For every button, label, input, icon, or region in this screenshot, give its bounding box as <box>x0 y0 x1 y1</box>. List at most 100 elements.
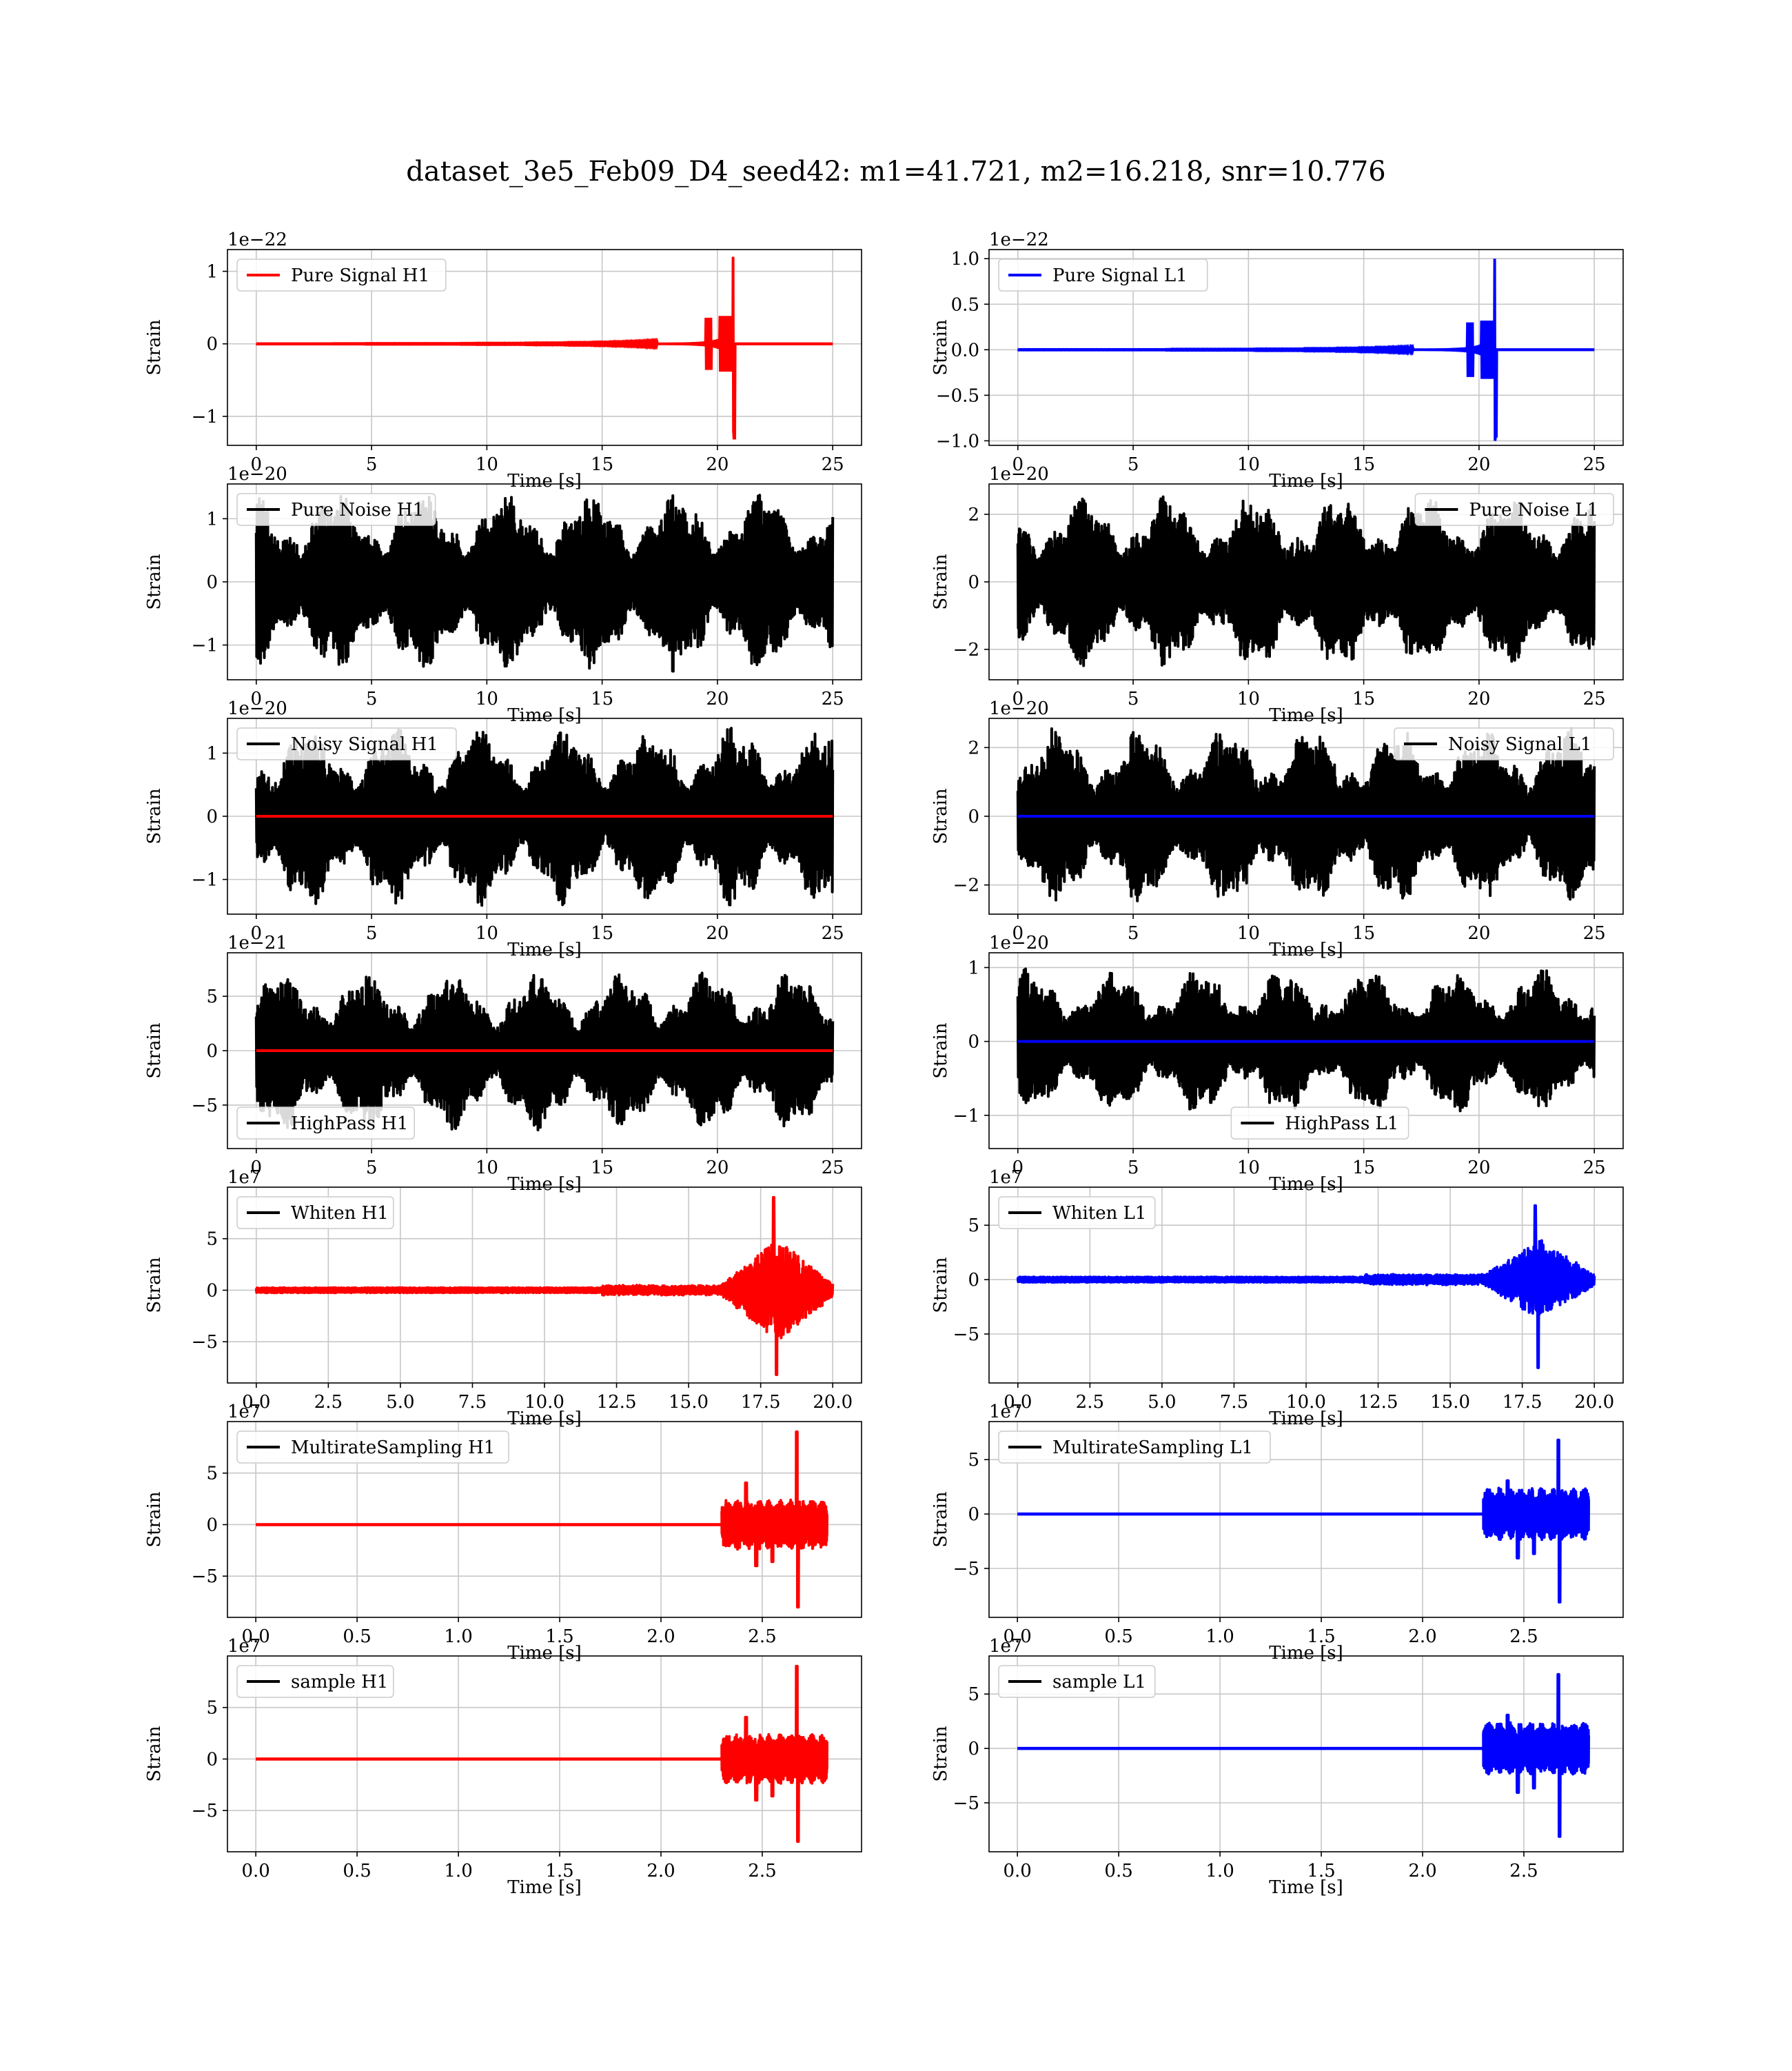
x-tick-label: 0 <box>251 923 263 944</box>
x-tick-label: 2.0 <box>646 1861 675 1881</box>
y-tick-label: −5 <box>192 1566 218 1587</box>
axes-frame <box>988 1655 1624 1852</box>
legend-label: Whiten L1 <box>1052 1203 1146 1224</box>
y-tick-label: 0 <box>968 807 979 827</box>
y-tick-label: −5 <box>192 1801 218 1821</box>
x-tick-label: 2.0 <box>1408 1861 1436 1881</box>
x-tick-label: 15 <box>591 689 613 709</box>
x-tick-label: 15.0 <box>1430 1392 1470 1413</box>
y-tick-label: 0 <box>206 1515 218 1535</box>
x-axis-label: Time [s] <box>1269 705 1343 726</box>
x-tick-label: 15 <box>1352 689 1375 709</box>
series-noise-r2c1 <box>1016 727 1596 902</box>
subplot-r0c0: 0 5 10 15 20 25 −1 0 1 1e−22 Time [s] Strain Pure Si… <box>144 230 862 492</box>
x-axis-label: Time [s] <box>1269 1408 1343 1429</box>
subplot-r3c1: 0 5 10 15 20 25 −1 0 1 1e−20 Time [s] Strain HighPas… <box>930 933 1624 1195</box>
series-group <box>1016 495 1596 667</box>
series-whiten-r4c0 <box>254 1195 835 1376</box>
y-tick-label: 5 <box>206 1229 218 1250</box>
y-tick-label: 0 <box>206 1749 218 1770</box>
x-tick-label: 5 <box>366 689 378 709</box>
legend: Pure Noise H1 <box>236 493 436 526</box>
x-axis-label: Time [s] <box>1269 940 1343 960</box>
y-tick-label: 0 <box>968 1270 979 1291</box>
y-tick-label: 1.0 <box>951 249 979 270</box>
legend-box <box>236 259 447 292</box>
legend-box <box>236 727 457 760</box>
legend-box <box>236 1107 415 1140</box>
legend-label: sample H1 <box>291 1672 388 1693</box>
legend-box <box>998 259 1208 292</box>
subplot-r2c0: 0 5 10 15 20 25 −1 0 1 1e−20 Time [s] Strain Noisy S… <box>144 698 862 960</box>
legend-label: HighPass L1 <box>1285 1113 1398 1134</box>
y-tick-label: 5 <box>206 1698 218 1719</box>
legend: Noisy Signal L1 <box>1394 727 1614 760</box>
x-axis-label: Time [s] <box>507 471 582 492</box>
series-group <box>256 1430 828 1609</box>
x-tick-label: 5 <box>1128 923 1139 944</box>
x-tick-label: 10 <box>1237 1158 1260 1178</box>
x-tick-label: 25 <box>1583 1158 1606 1178</box>
x-tick-label: 0 <box>251 689 263 709</box>
y-tick-label: −5 <box>953 1793 979 1814</box>
legend: Pure Noise L1 <box>1414 493 1614 526</box>
y-tick-label: 0 <box>968 1739 979 1759</box>
axes-frame <box>227 249 862 446</box>
y-tick-label: −5 <box>192 1095 218 1116</box>
y-axis-label: Strain <box>144 1726 165 1782</box>
y-axis-label: Strain <box>144 1022 165 1079</box>
axes-frame <box>227 1655 862 1852</box>
legend: Whiten L1 <box>998 1196 1156 1229</box>
x-tick-label: 10 <box>476 454 498 475</box>
y-tick-label: 1 <box>206 262 218 283</box>
legend: Whiten H1 <box>236 1196 394 1229</box>
series-multirate-r5c1 <box>1482 1438 1590 1604</box>
x-tick-label: 5 <box>1128 1158 1139 1178</box>
subplot-r6c1: 0.0 0.5 1.0 1.5 2.0 2.5 −5 0 5 1e7 Time [s] Strain s… <box>930 1636 1624 1898</box>
series-group <box>254 494 835 673</box>
legend: sample H1 <box>236 1665 394 1698</box>
x-tick-label: 17.5 <box>741 1392 781 1413</box>
x-tick-label: 0 <box>1012 1158 1024 1178</box>
legend-label: Pure Noise H1 <box>291 500 424 521</box>
axis-offset-text: 1e−20 <box>989 698 1049 719</box>
legend-label: Pure Signal H1 <box>291 265 429 286</box>
x-tick-label: 10 <box>1237 689 1260 709</box>
legend-label: Noisy Signal L1 <box>1448 734 1591 755</box>
axis-offset-text: 1e−20 <box>989 464 1049 485</box>
subplot-r4c1: 0.0 2.5 5.0 7.5 10.0 12.5 15.0 17.5 20.0 −5 0 5 1e7 T… <box>930 1167 1624 1429</box>
x-tick-label: 25 <box>822 689 844 709</box>
x-tick-label: 0.0 <box>242 1392 270 1413</box>
x-tick-label: 20 <box>706 1158 729 1178</box>
axis-offset-text: 1e7 <box>227 1402 261 1422</box>
legend-box <box>236 1431 509 1464</box>
y-tick-label: 5 <box>968 1450 979 1471</box>
x-tick-label: 10.0 <box>1286 1392 1326 1413</box>
x-tick-label: 7.5 <box>458 1392 487 1413</box>
series-group <box>255 256 833 440</box>
legend-label: MultirateSampling H1 <box>291 1437 495 1458</box>
x-tick-label: 20.0 <box>1574 1392 1614 1413</box>
series-multirate-r5c0 <box>720 1430 828 1609</box>
y-tick-label: 5 <box>968 1215 979 1236</box>
x-tick-label: 15 <box>1352 454 1375 475</box>
legend: sample L1 <box>998 1665 1156 1698</box>
series-whiten-r4c1 <box>1016 1204 1596 1369</box>
y-tick-label: −1 <box>192 870 218 891</box>
x-tick-label: 0.5 <box>1104 1861 1132 1881</box>
x-tick-label: 2.5 <box>748 1861 776 1881</box>
legend-box <box>998 1665 1156 1698</box>
legend: MultirateSampling H1 <box>236 1431 509 1464</box>
x-tick-label: 20 <box>1467 689 1490 709</box>
y-axis-label: Strain <box>144 554 165 610</box>
x-tick-label: 15 <box>591 454 613 475</box>
subplot-r2c1: 0 5 10 15 20 25 −2 0 2 1e−20 Time [s] Strain Noisy S… <box>930 698 1624 960</box>
x-tick-label: 2.5 <box>1076 1392 1104 1413</box>
series-multirate-r6c1 <box>1482 1673 1590 1838</box>
axis-offset-text: 1e7 <box>227 1167 261 1188</box>
y-tick-label: −0.5 <box>936 385 979 406</box>
y-tick-label: −5 <box>953 1559 979 1579</box>
x-axis-label: Time [s] <box>1269 1643 1343 1664</box>
legend: HighPass L1 <box>1230 1107 1409 1140</box>
